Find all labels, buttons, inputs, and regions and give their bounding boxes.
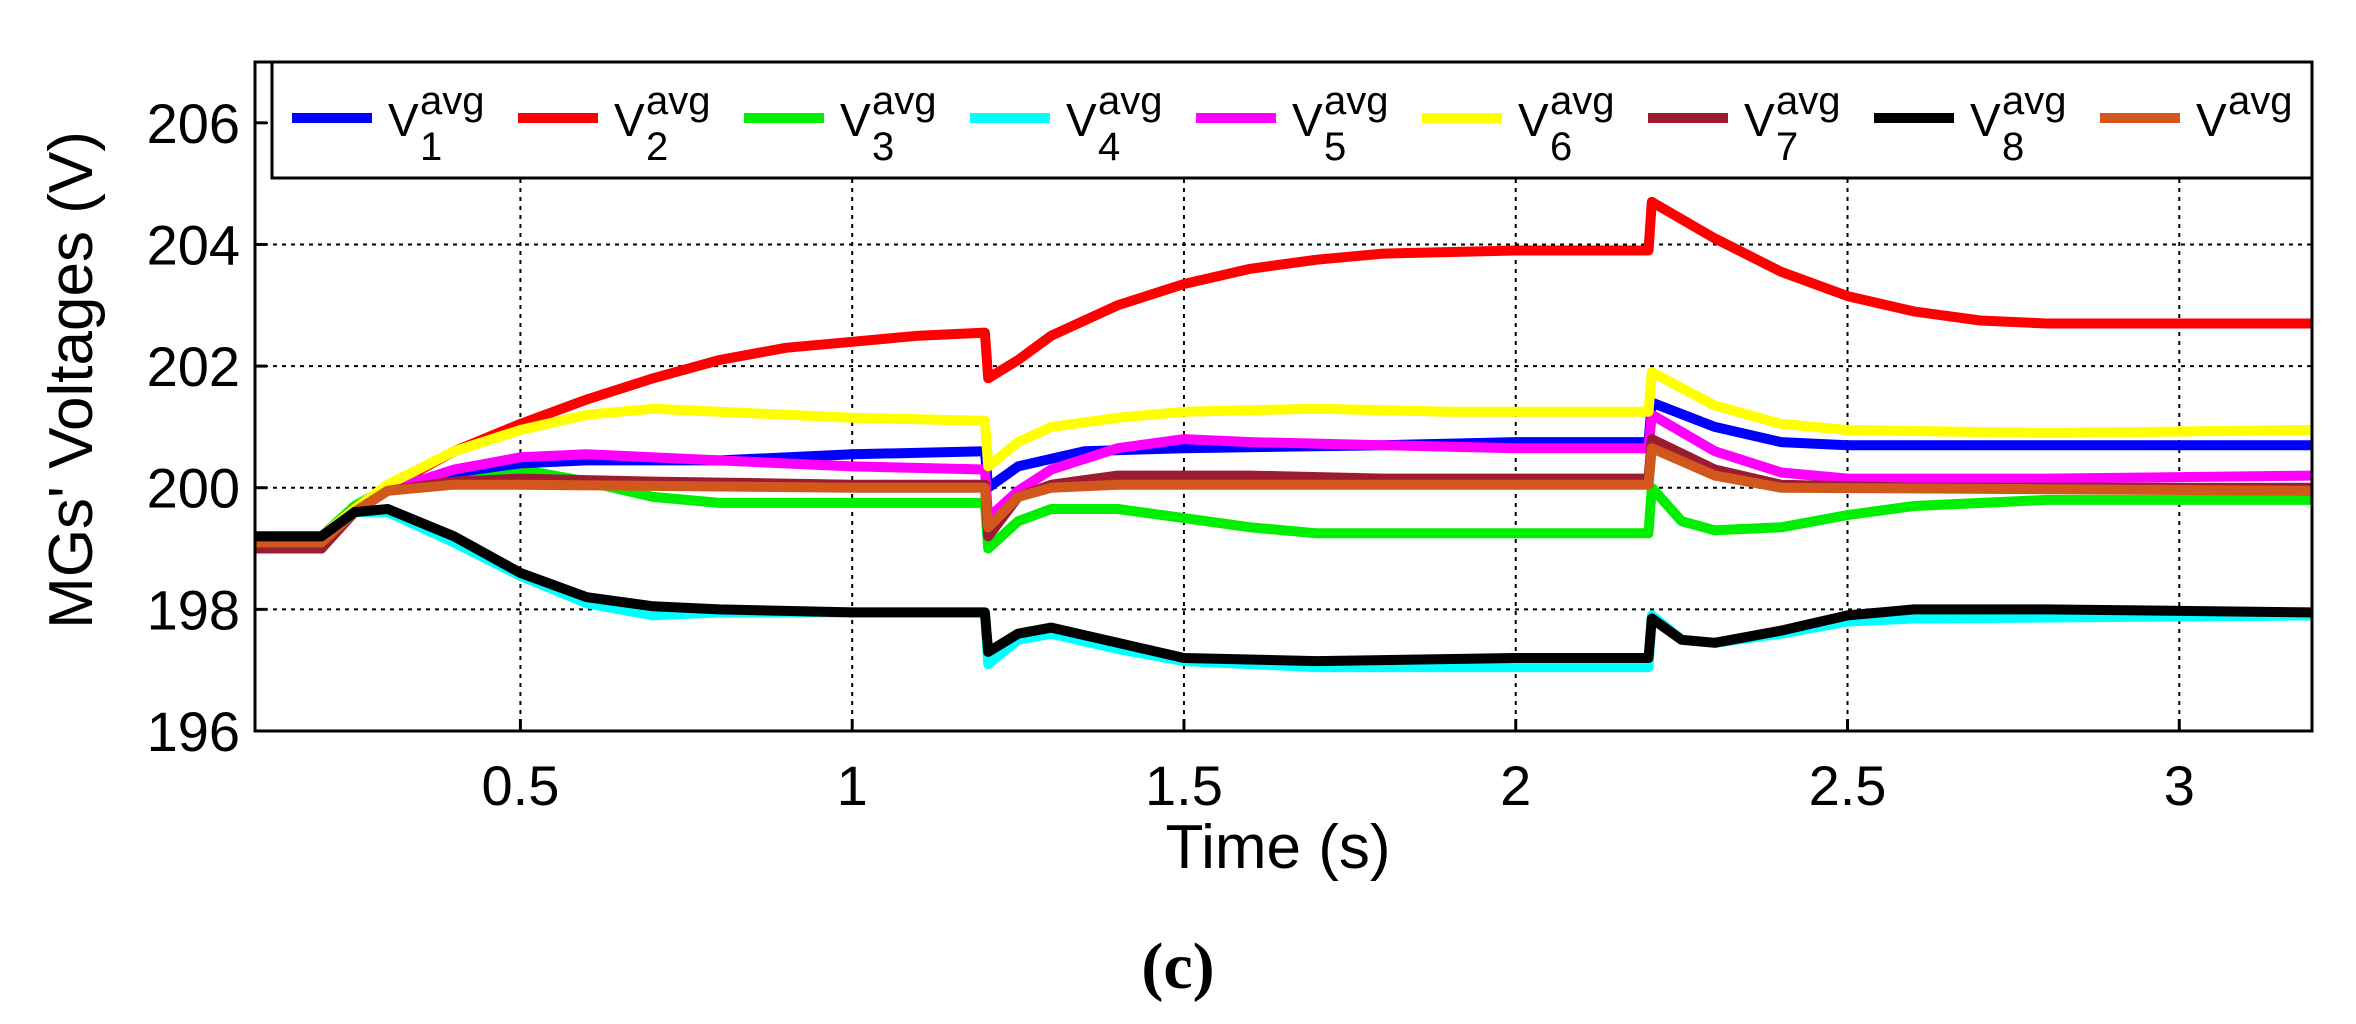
series-line-Vavg xyxy=(255,443,2313,548)
legend-label-sup: avg xyxy=(646,79,711,123)
legend-label-main: V xyxy=(1066,94,1097,146)
x-tick-label: 2.5 xyxy=(1809,754,1887,817)
y-tick-label: 198 xyxy=(147,578,240,641)
legend-label-sub: 3 xyxy=(872,125,894,169)
legend-label-main: V xyxy=(1292,94,1323,146)
legend-label-sub: 7 xyxy=(1776,125,1798,169)
legend-label-sub: 8 xyxy=(2002,125,2024,169)
legend-label-sub: 4 xyxy=(1098,125,1120,169)
legend-label-main: V xyxy=(614,94,645,146)
x-tick-label: 2 xyxy=(1500,754,1531,817)
axis-ticks: 0.5 1 1.5 2 2.5 3 196 198 200 202 204 206 xyxy=(147,92,2195,817)
y-tick-label: 200 xyxy=(147,457,240,520)
legend-label-sup: avg xyxy=(872,79,937,123)
legend-label-main: V xyxy=(1518,94,1549,146)
series-line-V6avg xyxy=(255,367,2313,542)
series-lines xyxy=(255,196,2313,673)
legend-box xyxy=(270,60,2314,180)
legend-label-sub: 6 xyxy=(1550,125,1572,169)
legend-label-main: V xyxy=(388,94,419,146)
x-tick-label: 0.5 xyxy=(481,754,559,817)
y-tick-label: 204 xyxy=(147,213,240,276)
series-line-V8avg xyxy=(255,504,2313,667)
legend-label-sup: avg xyxy=(1098,79,1163,123)
figure-caption: (c) xyxy=(1141,930,1214,1003)
legend-label-main: V xyxy=(1970,94,2001,146)
legend-label-sup: avg xyxy=(2002,79,2067,123)
legend-label-main: V xyxy=(840,94,871,146)
legend-label-sub: 2 xyxy=(646,125,668,169)
legend-label-sub: 1 xyxy=(420,125,442,169)
y-tick-label: 202 xyxy=(147,335,240,398)
legend-label-sup: avg xyxy=(2228,79,2293,123)
x-axis-title: Time (s) xyxy=(1166,813,1391,882)
x-tick-label: 1 xyxy=(837,754,868,817)
legend-label-sup: avg xyxy=(1550,79,1615,123)
legend-label-main: V xyxy=(2196,94,2227,146)
series-line-V2avg xyxy=(255,196,2312,554)
y-tick-label: 196 xyxy=(147,700,240,763)
legend-label-sub: 5 xyxy=(1324,125,1346,169)
legend-label-sup: avg xyxy=(1776,79,1841,123)
x-tick-label: 1.5 xyxy=(1145,754,1223,817)
y-tick-label: 206 xyxy=(147,92,240,155)
legend-label-sup: avg xyxy=(1324,79,1389,123)
x-tick-label: 3 xyxy=(2164,754,2195,817)
series-line-V5avg xyxy=(255,409,2313,542)
y-axis-title: MGs' Voltages (V) xyxy=(37,131,106,629)
legend-label-main: V xyxy=(1744,94,1775,146)
legend-label-sup: avg xyxy=(420,79,485,123)
